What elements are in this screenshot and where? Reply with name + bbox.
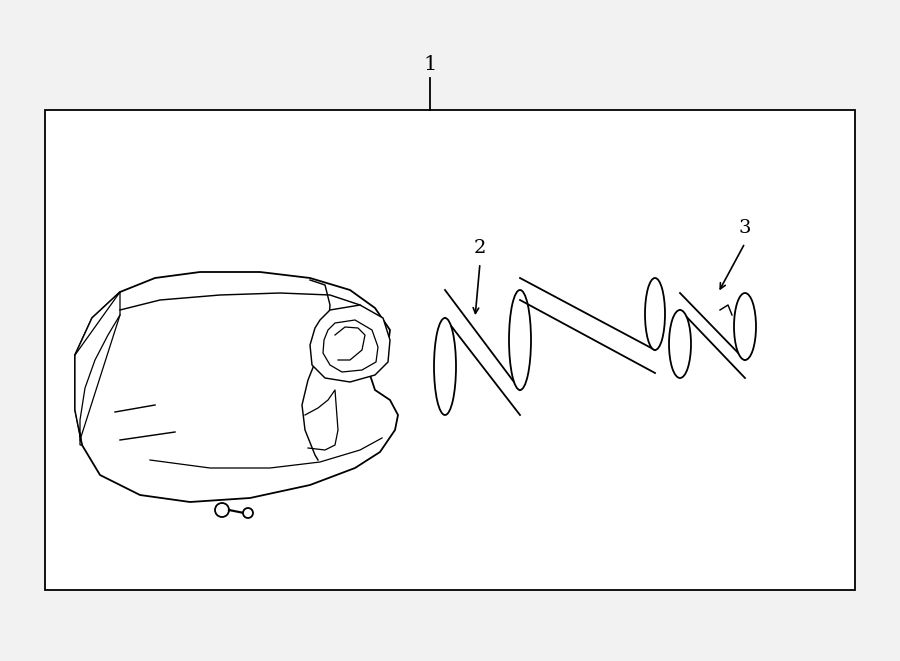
Text: 3: 3 bbox=[739, 219, 752, 237]
Polygon shape bbox=[680, 293, 745, 378]
Ellipse shape bbox=[509, 290, 531, 390]
Ellipse shape bbox=[734, 293, 756, 360]
Ellipse shape bbox=[645, 278, 665, 350]
Bar bbox=[45, 110, 855, 590]
Polygon shape bbox=[75, 292, 120, 445]
Circle shape bbox=[243, 508, 253, 518]
Ellipse shape bbox=[434, 318, 456, 415]
Polygon shape bbox=[323, 320, 378, 372]
Polygon shape bbox=[310, 305, 390, 382]
Ellipse shape bbox=[669, 310, 691, 378]
Text: 1: 1 bbox=[423, 56, 436, 75]
Text: 2: 2 bbox=[473, 239, 486, 257]
Circle shape bbox=[215, 503, 229, 517]
Polygon shape bbox=[445, 290, 520, 415]
Polygon shape bbox=[75, 272, 398, 502]
Polygon shape bbox=[520, 278, 655, 373]
